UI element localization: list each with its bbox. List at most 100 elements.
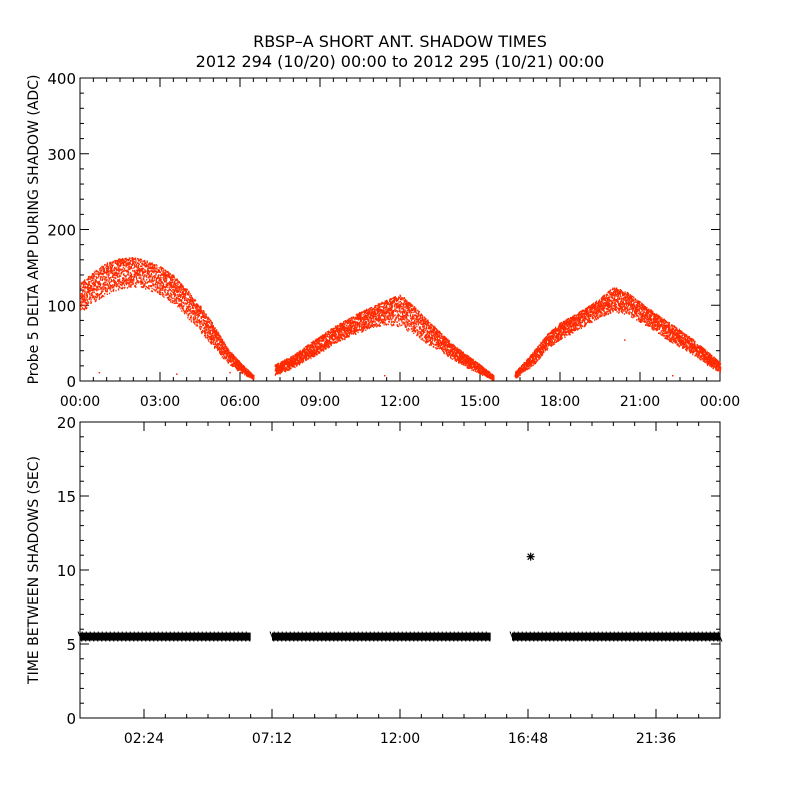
amplitude-point xyxy=(381,302,384,305)
amplitude-point xyxy=(115,263,118,265)
amplitude-point xyxy=(310,355,312,358)
amplitude-point xyxy=(229,359,232,362)
amplitude-point xyxy=(188,304,190,306)
amplitude-point xyxy=(296,356,298,359)
amplitude-point xyxy=(103,286,105,289)
amplitude-point xyxy=(355,327,357,329)
amplitude-point xyxy=(228,350,230,352)
amplitude-point xyxy=(377,317,379,320)
amplitude-point xyxy=(319,349,321,351)
amplitude-point xyxy=(95,269,97,272)
amplitude-point xyxy=(100,283,102,285)
amplitude-point xyxy=(232,356,234,358)
amplitude-point xyxy=(168,286,170,289)
amplitude-point xyxy=(339,339,341,342)
amplitude-point xyxy=(132,283,134,285)
amplitude-point xyxy=(326,339,328,341)
amplitude-point xyxy=(100,297,102,299)
amplitude-point xyxy=(174,279,176,282)
amplitude-point xyxy=(85,282,87,284)
amplitude-point xyxy=(238,360,240,363)
amplitude-point xyxy=(108,281,110,284)
amplitude-point xyxy=(84,287,86,289)
amplitude-point xyxy=(296,359,298,361)
amplitude-point xyxy=(159,293,161,296)
amplitude-point xyxy=(142,286,144,288)
amplitude-point xyxy=(228,352,230,354)
amplitude-point xyxy=(128,279,130,282)
amplitude-point xyxy=(161,270,163,272)
amplitude-point xyxy=(133,273,135,276)
amplitude-point xyxy=(201,326,203,328)
amplitude-point xyxy=(165,281,167,284)
amplitude-point xyxy=(330,341,332,343)
amplitude-point xyxy=(291,356,293,358)
amplitude-point xyxy=(171,287,173,289)
amplitude-point xyxy=(183,311,185,313)
amplitude-point xyxy=(160,293,162,296)
amplitude-point xyxy=(174,289,176,292)
amplitude-point xyxy=(364,323,366,326)
amplitude-point xyxy=(141,282,143,285)
amplitude-point xyxy=(187,294,190,296)
amplitude-point xyxy=(128,283,130,285)
amplitude-point xyxy=(106,273,108,276)
amplitude-point xyxy=(216,337,218,339)
amplitude-point xyxy=(203,327,205,330)
amplitude-point xyxy=(85,294,87,297)
amplitude-point xyxy=(344,334,346,337)
amplitude-point xyxy=(160,283,162,286)
amplitude-point xyxy=(85,291,87,293)
amplitude-point xyxy=(307,345,310,348)
amplitude-point xyxy=(95,273,97,276)
amplitude-point xyxy=(124,286,126,289)
amplitude-point xyxy=(191,311,193,314)
amplitude-point xyxy=(141,270,143,272)
amplitude-point xyxy=(366,311,368,314)
amplitude-point xyxy=(167,271,169,273)
amplitude-point xyxy=(378,323,380,326)
amplitude-point xyxy=(238,366,240,369)
amplitude-point xyxy=(280,370,282,372)
amplitude-point xyxy=(132,281,134,283)
amplitude-point xyxy=(315,345,317,348)
amplitude-point xyxy=(367,325,369,327)
amplitude-point xyxy=(189,303,191,306)
amplitude-point xyxy=(106,269,108,271)
amplitude-point xyxy=(196,305,198,307)
amplitude-point xyxy=(355,318,358,320)
amplitude-point xyxy=(207,337,209,339)
amplitude-point xyxy=(204,332,206,334)
amplitude-point xyxy=(163,277,165,280)
amplitude-point xyxy=(119,278,121,281)
amplitude-point xyxy=(183,309,185,311)
amplitude-point xyxy=(244,366,246,369)
amplitude-point xyxy=(124,261,126,263)
amplitude-point xyxy=(388,307,390,310)
amplitude-point xyxy=(104,269,106,271)
amplitude-point xyxy=(110,267,112,269)
amplitude-point xyxy=(132,262,134,264)
amplitude-point xyxy=(317,345,319,348)
amplitude-point xyxy=(114,267,116,270)
amplitude-point xyxy=(349,331,351,334)
amplitude-point xyxy=(114,273,116,276)
amplitude-point xyxy=(240,365,243,367)
amplitude-point xyxy=(330,331,332,334)
amplitude-point xyxy=(386,312,388,315)
amplitude-point xyxy=(384,312,386,314)
amplitude-point xyxy=(244,370,246,373)
amplitude-point xyxy=(189,312,191,314)
amplitude-point xyxy=(153,269,155,271)
amplitude-point xyxy=(362,330,364,333)
amplitude-point xyxy=(357,331,359,334)
amplitude-point xyxy=(379,314,381,317)
amplitude-point xyxy=(360,325,362,328)
amplitude-point xyxy=(301,354,303,356)
amplitude-point xyxy=(308,356,310,359)
amplitude-point xyxy=(179,298,181,301)
amplitude-point xyxy=(129,276,131,279)
amplitude-point xyxy=(304,352,307,355)
amplitude-point xyxy=(168,272,170,274)
amplitude-point xyxy=(381,310,383,312)
